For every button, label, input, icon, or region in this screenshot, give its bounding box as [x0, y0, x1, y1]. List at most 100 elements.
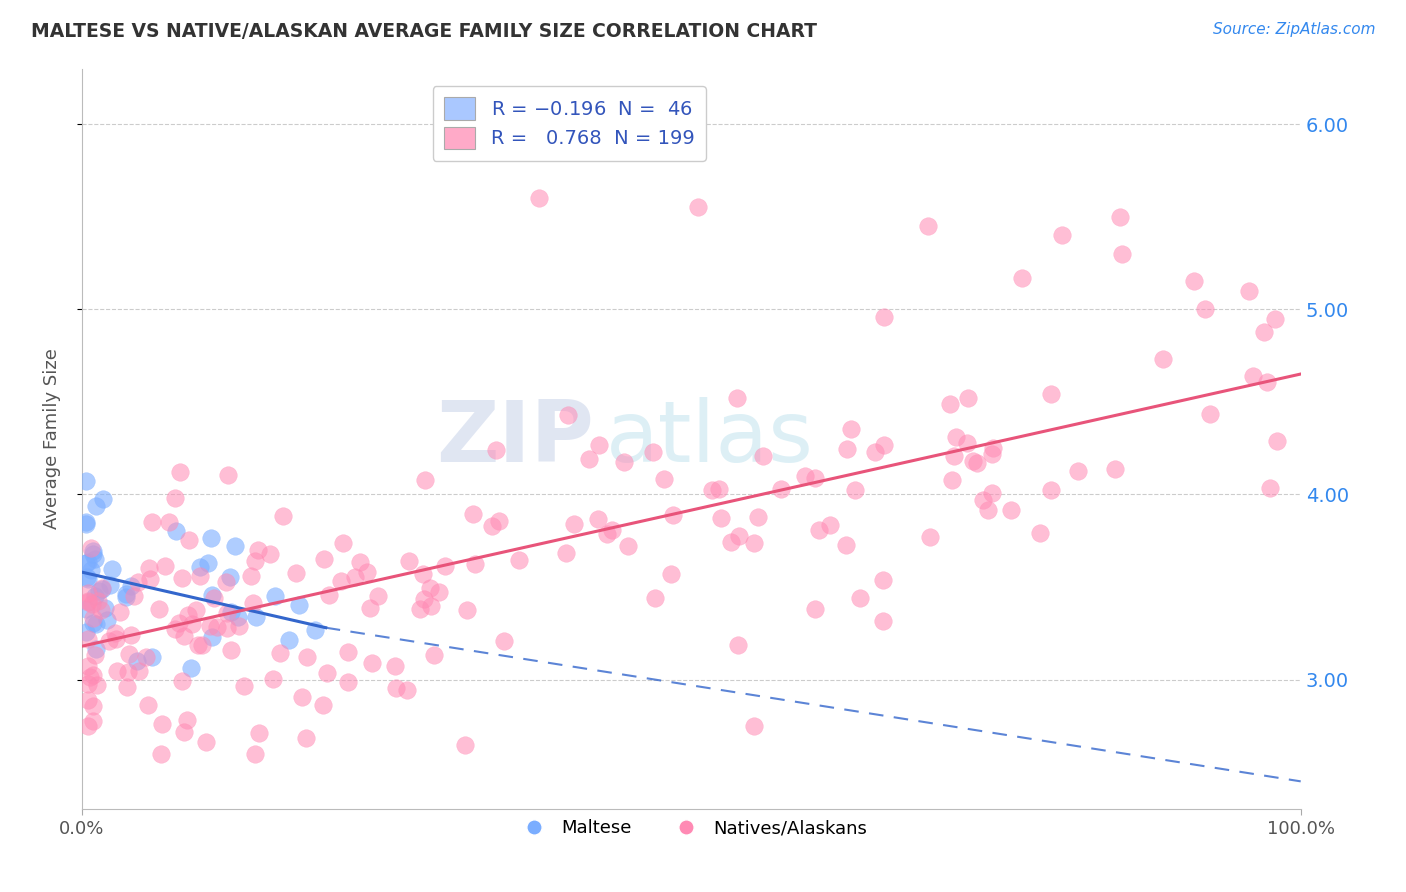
Point — [644, 591, 666, 605]
Point — [557, 408, 579, 422]
Point — [456, 603, 478, 617]
Point — [135, 649, 157, 664]
Point — [418, 582, 440, 596]
Point — [742, 719, 765, 733]
Point — [221, 605, 243, 619]
Point — [172, 571, 194, 585]
Point — [1194, 302, 1216, 317]
Point — [409, 602, 432, 616]
Point — [163, 622, 186, 636]
Point — [412, 566, 434, 581]
Point — [617, 539, 640, 553]
Point — [75, 517, 97, 532]
Point — [315, 665, 337, 680]
Point — [83, 589, 105, 603]
Legend: Maltese, Natives/Alaskans: Maltese, Natives/Alaskans — [509, 812, 875, 845]
Point — [86, 678, 108, 692]
Point — [180, 617, 202, 632]
Point — [956, 391, 979, 405]
Point — [980, 486, 1002, 500]
Point — [918, 530, 941, 544]
Point — [330, 574, 353, 588]
Point — [873, 438, 896, 452]
Point — [94, 600, 117, 615]
Point — [395, 682, 418, 697]
Point — [1104, 462, 1126, 476]
Point — [972, 492, 994, 507]
Point — [127, 574, 149, 589]
Point — [662, 508, 685, 522]
Point — [184, 603, 207, 617]
Point — [169, 465, 191, 479]
Point — [122, 589, 145, 603]
Point — [586, 512, 609, 526]
Point — [295, 650, 318, 665]
Point — [194, 735, 217, 749]
Point — [79, 541, 101, 555]
Point — [80, 563, 103, 577]
Point — [312, 698, 335, 713]
Point — [304, 624, 326, 638]
Text: atlas: atlas — [606, 397, 814, 480]
Point — [84, 641, 107, 656]
Point — [87, 594, 110, 608]
Point — [76, 555, 98, 569]
Point — [141, 649, 163, 664]
Point — [82, 668, 104, 682]
Point — [578, 452, 600, 467]
Point — [1241, 369, 1264, 384]
Point — [224, 539, 246, 553]
Point — [367, 589, 389, 603]
Point — [150, 717, 173, 731]
Y-axis label: Average Family Size: Average Family Size — [44, 349, 60, 529]
Point — [492, 634, 515, 648]
Point — [983, 441, 1005, 455]
Point — [82, 714, 104, 728]
Point — [176, 607, 198, 622]
Point — [508, 553, 530, 567]
Point — [291, 690, 314, 705]
Point — [217, 606, 239, 620]
Point — [336, 645, 359, 659]
Point — [820, 517, 842, 532]
Point — [77, 692, 100, 706]
Point — [844, 483, 866, 498]
Point — [239, 568, 262, 582]
Point — [77, 595, 100, 609]
Point — [77, 632, 100, 646]
Point — [173, 725, 195, 739]
Point — [359, 601, 381, 615]
Point — [314, 552, 336, 566]
Point — [939, 396, 962, 410]
Point — [727, 638, 749, 652]
Point — [873, 310, 896, 324]
Point — [588, 437, 610, 451]
Point — [659, 566, 682, 581]
Point — [75, 515, 97, 529]
Point — [75, 602, 97, 616]
Point — [91, 491, 114, 506]
Point — [91, 581, 114, 595]
Point — [917, 219, 939, 233]
Point — [485, 442, 508, 457]
Point — [165, 524, 187, 538]
Point — [201, 631, 224, 645]
Point — [139, 572, 162, 586]
Text: Source: ZipAtlas.com: Source: ZipAtlas.com — [1212, 22, 1375, 37]
Point — [725, 391, 748, 405]
Point — [770, 482, 793, 496]
Point — [1256, 376, 1278, 390]
Point — [86, 499, 108, 513]
Point — [747, 509, 769, 524]
Point — [245, 610, 267, 624]
Point — [197, 556, 219, 570]
Point — [219, 643, 242, 657]
Point — [228, 610, 250, 624]
Point — [75, 475, 97, 489]
Point — [77, 676, 100, 690]
Point — [1067, 464, 1090, 478]
Point — [96, 613, 118, 627]
Point — [217, 467, 239, 482]
Point — [82, 611, 104, 625]
Point — [125, 655, 148, 669]
